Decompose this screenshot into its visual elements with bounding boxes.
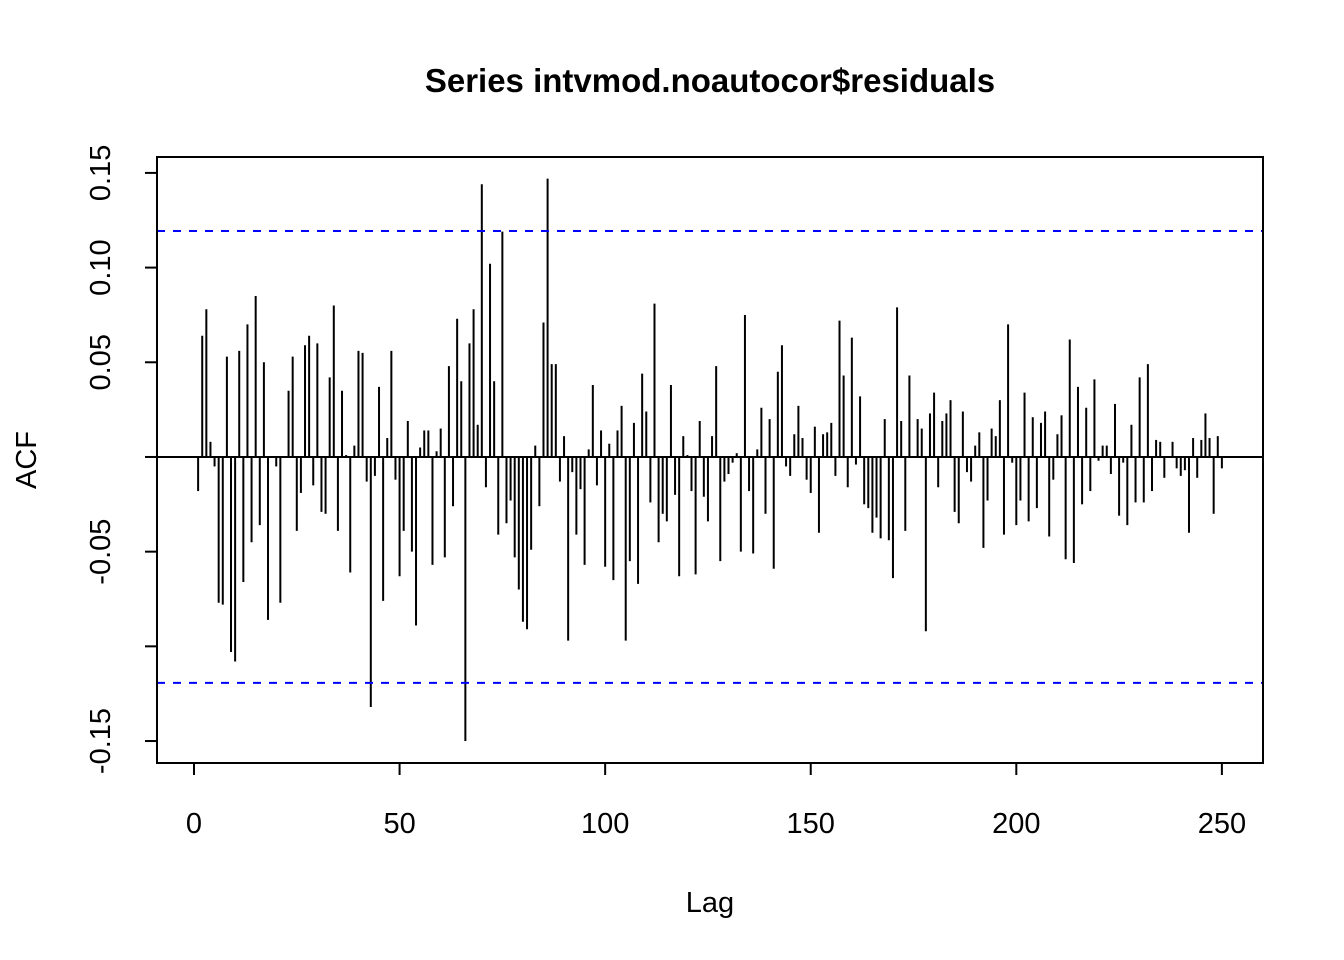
y-tick-label: -0.15 bbox=[85, 708, 117, 774]
x-tick-label: 200 bbox=[992, 808, 1040, 840]
x-tick-label: 0 bbox=[186, 808, 202, 840]
plot-frame bbox=[156, 156, 1264, 764]
x-tick-label: 150 bbox=[787, 808, 835, 840]
y-tick-label: -0.05 bbox=[85, 519, 117, 585]
plot-marks bbox=[157, 178, 1263, 742]
y-axis-label: ACF bbox=[11, 431, 43, 489]
x-tick-label: 250 bbox=[1198, 808, 1246, 840]
x-axis-label: Lag bbox=[686, 887, 734, 919]
chart-title: Series intvmod.noautocor$residuals bbox=[425, 62, 995, 99]
y-tick-label: 0.05 bbox=[85, 334, 117, 390]
x-tick-label: 50 bbox=[383, 808, 415, 840]
y-tick-label: 0.10 bbox=[85, 239, 117, 295]
x-tick-label: 100 bbox=[581, 808, 629, 840]
y-tick-label: 0.15 bbox=[85, 145, 117, 201]
